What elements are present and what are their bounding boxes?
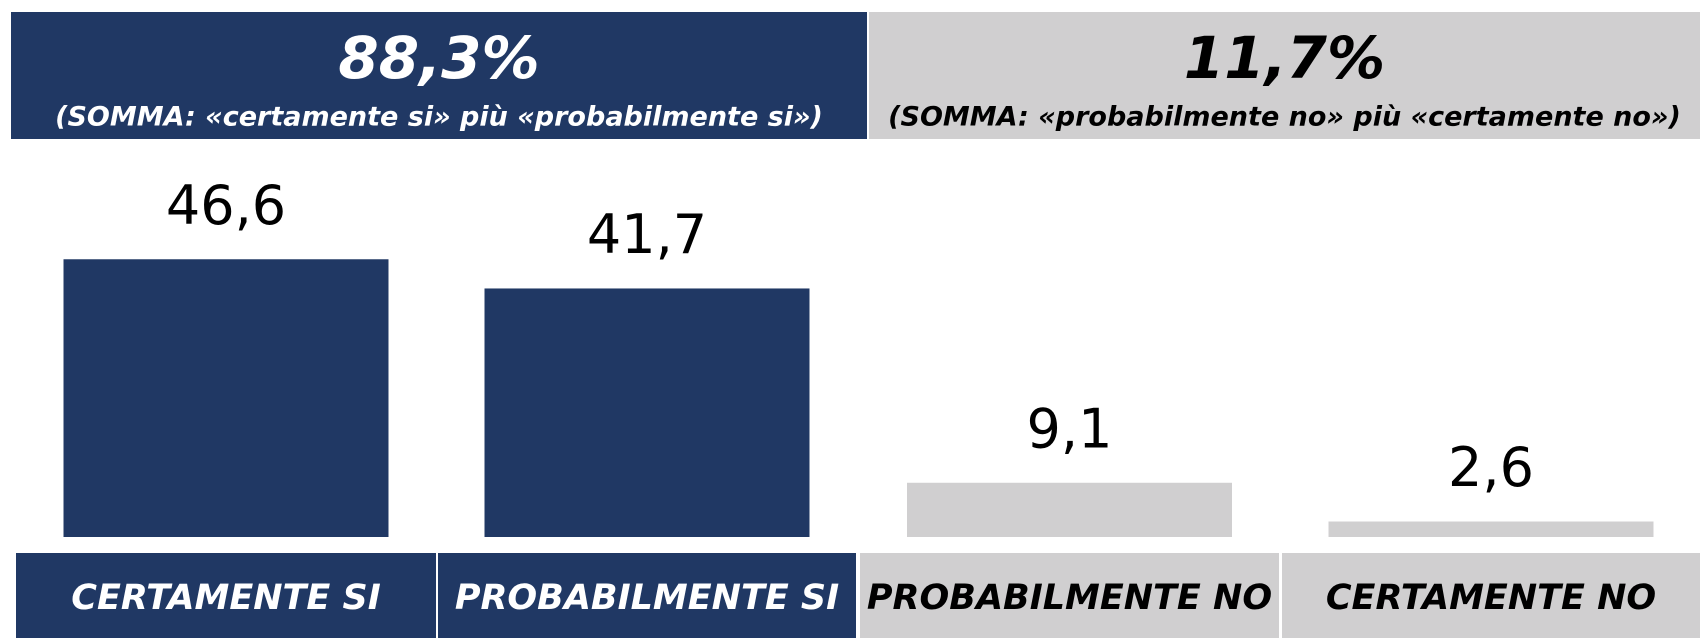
category-box	[1282, 553, 1700, 638]
bar	[907, 482, 1232, 537]
bar	[1328, 521, 1654, 537]
category-label: PROBABILMENTE SI	[455, 578, 839, 618]
category-label: PROBABILMENTE NO	[867, 578, 1272, 618]
category-box	[16, 553, 436, 638]
summary-caption: (SOMMA: «probabilmente no» più «certamen…	[888, 102, 1681, 133]
summary-box	[869, 12, 1700, 139]
bar	[63, 259, 389, 537]
summary-caption: (SOMMA: «certamente si» più «probabilmen…	[55, 102, 823, 133]
category-box	[860, 553, 1279, 638]
bar	[484, 288, 810, 537]
summary-value: 88,3%	[338, 24, 539, 92]
category-label: CERTAMENTE SI	[71, 578, 380, 618]
category-label: CERTAMENTE NO	[1326, 578, 1656, 618]
category-box	[438, 553, 856, 638]
value-label: 2,6	[1448, 436, 1534, 499]
value-label: 41,7	[587, 203, 707, 266]
value-label: 9,1	[1027, 397, 1113, 460]
value-label: 46,6	[166, 174, 286, 237]
summary-value: 11,7%	[1184, 24, 1385, 92]
summary-box	[11, 12, 867, 139]
